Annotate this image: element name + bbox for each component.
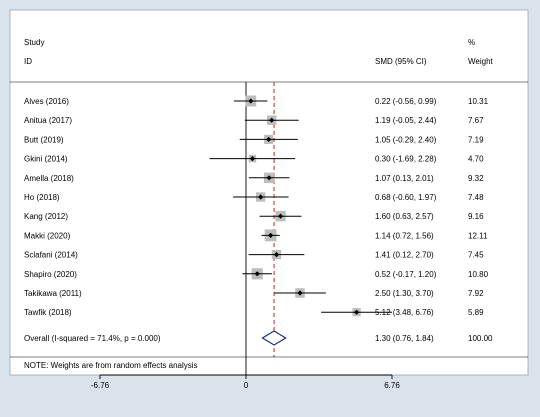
overall-weight: 100.00 [468, 334, 493, 343]
study-label: Gkini (2014) [24, 155, 68, 164]
study-ci-text: 0.22 (-0.56, 0.99) [375, 97, 437, 106]
study-weight: 7.67 [468, 116, 484, 125]
study-label: Sclafani (2014) [24, 251, 78, 260]
study-label: Kang (2012) [24, 212, 68, 221]
study-ci-text: 0.68 (-0.60, 1.97) [375, 193, 437, 202]
study-ci-text: 1.14 (0.72, 1.56) [375, 231, 434, 240]
study-label: Ho (2018) [24, 193, 60, 202]
overall-label: Overall (I-squared = 71.4%, p = 0.000) [24, 334, 161, 343]
study-ci-text: 1.07 (0.13, 2.01) [375, 174, 434, 183]
study-label: Alves (2016) [24, 97, 69, 106]
study-weight: 12.11 [468, 231, 488, 240]
header-id: ID [24, 57, 32, 66]
study-weight: 4.70 [468, 155, 484, 164]
point-estimate [297, 290, 303, 296]
study-ci-text: 5.12 (3.48, 6.76) [375, 308, 434, 317]
point-estimate [268, 232, 274, 238]
study-label: Takikawa (2011) [24, 289, 82, 298]
study-ci-text: 1.60 (0.63, 2.57) [375, 212, 434, 221]
point-estimate [266, 136, 272, 142]
study-weight: 7.92 [468, 289, 484, 298]
study-weight: 9.32 [468, 174, 484, 183]
study-weight: 7.19 [468, 135, 484, 144]
study-ci-text: 1.05 (-0.29, 2.40) [375, 135, 437, 144]
point-estimate [254, 271, 260, 277]
overall-ci-text: 1.30 (0.76, 1.84) [375, 334, 434, 343]
study-ci-text: 0.52 (-0.17, 1.20) [375, 270, 437, 279]
x-tick-label: -6.76 [91, 381, 110, 390]
point-estimate [266, 175, 272, 181]
study-weight: 10.80 [468, 270, 489, 279]
overall-diamond [261, 330, 287, 346]
study-ci-text: 1.41 (0.12, 2.70) [375, 251, 434, 260]
point-estimate [353, 309, 360, 315]
plot-panel [9, 9, 529, 376]
study-weight: 7.48 [468, 193, 484, 202]
point-estimate [258, 194, 264, 200]
study-weight: 7.45 [468, 251, 484, 260]
header-percent: % [468, 38, 475, 47]
study-label: Butt (2019) [24, 135, 64, 144]
study-ci-text: 1.19 (-0.05, 2.44) [375, 116, 437, 125]
footnote: NOTE: Weights are from random effects an… [24, 361, 198, 370]
study-label: Shapiro (2020) [24, 270, 77, 279]
point-estimate [249, 156, 256, 162]
study-label: Amella (2018) [24, 174, 74, 183]
header-weight: Weight [468, 57, 494, 66]
point-estimate [248, 98, 254, 104]
study-label: Anitua (2017) [24, 116, 72, 125]
point-estimate [269, 117, 275, 123]
study-weight: 9.16 [468, 212, 484, 221]
study-weight: 10.31 [468, 97, 489, 106]
study-weight: 5.89 [468, 308, 484, 317]
study-ci-text: 0.30 (-1.69, 2.28) [375, 155, 437, 164]
header-study: Study [24, 38, 44, 47]
point-estimate [277, 213, 284, 219]
study-label: Tawfik (2018) [24, 308, 72, 317]
x-tick-label: 0 [244, 381, 249, 390]
x-tick-label: 6.76 [384, 381, 400, 390]
study-ci-text: 2.50 (1.30, 3.70) [375, 289, 434, 298]
point-estimate [273, 252, 280, 258]
study-label: Makki (2020) [24, 231, 71, 240]
header-effect: SMD (95% CI) [375, 57, 427, 66]
